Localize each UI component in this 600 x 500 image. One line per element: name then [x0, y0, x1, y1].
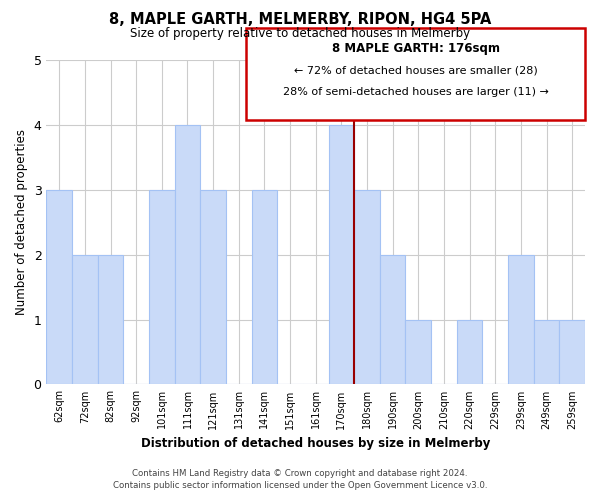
Text: 8, MAPLE GARTH, MELMERBY, RIPON, HG4 5PA: 8, MAPLE GARTH, MELMERBY, RIPON, HG4 5PA	[109, 12, 491, 28]
Bar	[175, 125, 200, 384]
Bar	[251, 190, 277, 384]
Bar	[457, 320, 482, 384]
Bar	[329, 125, 354, 384]
Bar	[149, 190, 175, 384]
Bar	[200, 190, 226, 384]
Text: 8 MAPLE GARTH: 176sqm: 8 MAPLE GARTH: 176sqm	[332, 42, 500, 55]
Text: Size of property relative to detached houses in Melmerby: Size of property relative to detached ho…	[130, 28, 470, 40]
Bar	[534, 320, 559, 384]
Bar	[559, 320, 585, 384]
Bar	[72, 254, 98, 384]
Text: Contains HM Land Registry data © Crown copyright and database right 2024.
Contai: Contains HM Land Registry data © Crown c…	[113, 468, 487, 490]
Bar	[508, 254, 534, 384]
Bar	[406, 320, 431, 384]
X-axis label: Distribution of detached houses by size in Melmerby: Distribution of detached houses by size …	[141, 437, 490, 450]
Bar	[98, 254, 124, 384]
Bar	[380, 254, 406, 384]
Text: 28% of semi-detached houses are larger (11) →: 28% of semi-detached houses are larger (…	[283, 88, 548, 98]
Bar	[247, 28, 585, 120]
Bar	[46, 190, 72, 384]
Text: ← 72% of detached houses are smaller (28): ← 72% of detached houses are smaller (28…	[294, 65, 538, 75]
Bar	[354, 190, 380, 384]
Y-axis label: Number of detached properties: Number of detached properties	[15, 129, 28, 315]
